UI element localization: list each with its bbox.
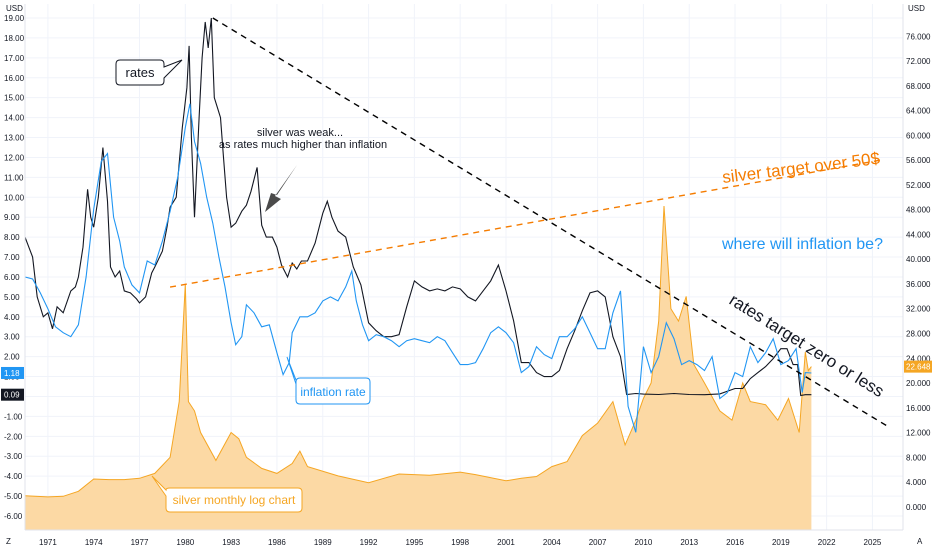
x-tick-label: 1983: [222, 538, 240, 547]
left-axis-badge-label: 0.09: [4, 391, 20, 400]
inflation-label: inflation rate: [300, 385, 366, 399]
left-tick-label: 15.00: [4, 94, 25, 103]
left-axis-badge: [1, 388, 24, 401]
right-tick-label: 48.000: [906, 206, 931, 215]
right-tick-label: 64.000: [906, 107, 931, 116]
right-tick-label: 76.000: [906, 32, 931, 41]
silver-callout: silver monthly log chart: [151, 475, 303, 513]
left-axis-currency: USD: [6, 4, 23, 13]
right-axis-badge: [904, 360, 932, 373]
x-tick-label: 1986: [268, 538, 286, 547]
right-tick-label: 0.000: [906, 503, 927, 512]
left-tick-label: 8.00: [4, 233, 20, 242]
left-tick-label: 5.00: [4, 293, 20, 302]
left-tick-label: 10.00: [4, 193, 25, 202]
x-tick-label: 1977: [131, 538, 149, 547]
rates-callout: rates: [115, 59, 183, 86]
left-tick-label: 6.00: [4, 273, 20, 282]
x-tick-label: 2010: [635, 538, 653, 547]
x-tick-label: 1980: [176, 538, 194, 547]
right-tick-label: 8.000: [906, 453, 927, 462]
left-tick-label: 3.00: [4, 333, 20, 342]
left-axis-badge: [1, 366, 24, 379]
right-axis-badge-label: 22.648: [906, 363, 931, 372]
x-tick-label: 1998: [451, 538, 469, 547]
silver-series: [24, 205, 812, 530]
x-tick-label: 2007: [589, 538, 607, 547]
x-tick-label: 1971: [39, 538, 57, 547]
left-tick-label: -3.00: [4, 452, 23, 461]
right-tick-label: 72.000: [906, 57, 931, 66]
x-tick-label: 1989: [314, 538, 332, 547]
inflation-rate-line: [24, 103, 812, 433]
silver-label: silver monthly log chart: [173, 493, 296, 507]
right-corner-label: A: [917, 537, 923, 546]
line-series: [24, 17, 812, 433]
x-tick-label: 2016: [726, 538, 744, 547]
x-tick-label: 2019: [772, 538, 790, 547]
x-tick-label: 2022: [818, 538, 836, 547]
x-tick-label: 2004: [543, 538, 561, 547]
right-tick-label: 56.000: [906, 156, 931, 165]
left-tick-label: -2.00: [4, 432, 23, 441]
x-tick-label: 1974: [85, 538, 103, 547]
right-tick-label: 20.000: [906, 379, 931, 388]
inflation-callout: inflation rate: [286, 356, 371, 405]
x-tick-label: 2001: [497, 538, 515, 547]
left-tick-label: 14.00: [4, 114, 25, 123]
right-tick-label: 24.000: [906, 354, 931, 363]
right-tick-label: 12.000: [906, 429, 931, 438]
left-tick-label: -1.00: [4, 412, 23, 421]
left-tick-label: -5.00: [4, 492, 23, 501]
rates-line: [24, 17, 812, 397]
right-tick-label: 4.000: [906, 478, 927, 487]
weak-note-line1: silver was weak...: [257, 127, 343, 139]
left-tick-label: 9.00: [4, 213, 20, 222]
silver-line: [24, 205, 812, 498]
x-tick-label: 2025: [864, 538, 882, 547]
left-tick-label: 16.00: [4, 74, 25, 83]
left-tick-label: 12.00: [4, 153, 25, 162]
x-tick-label: 1992: [360, 538, 378, 547]
rates-label: rates: [126, 65, 155, 80]
left-tick-label: 18.00: [4, 34, 25, 43]
left-tick-label: 7.00: [4, 253, 20, 262]
x-tick-label: 2013: [680, 538, 698, 547]
right-tick-label: 44.000: [906, 230, 931, 239]
axis-badges: 1.18 0.09 22.648: [1, 360, 932, 401]
left-tick-label: 11.00: [4, 173, 24, 182]
right-tick-label: 32.000: [906, 305, 931, 314]
right-tick-label: 68.000: [906, 82, 931, 91]
right-tick-label: 52.000: [906, 181, 931, 190]
where-inflation-note: where will inflation be?: [721, 236, 883, 253]
left-tick-label: -6.00: [4, 512, 23, 521]
right-tick-label: 60.000: [906, 131, 931, 140]
rates-trend-line: [212, 17, 889, 427]
left-tick-label: 2.00: [4, 353, 20, 362]
silver-area: [25, 206, 812, 530]
x-tick-label: 1995: [405, 538, 423, 547]
silver-target-note: silver target over 50$: [721, 149, 881, 187]
left-tick-label: 17.00: [4, 54, 25, 63]
weak-note-line2: as rates much higher than inflation: [219, 139, 387, 151]
left-tick-label: -4.00: [4, 472, 23, 481]
arrow-icon: [265, 165, 297, 212]
right-axis-currency: USD: [908, 4, 925, 13]
left-corner-label: Z: [6, 537, 11, 546]
left-tick-label: 13.00: [4, 134, 25, 143]
right-tick-label: 16.000: [906, 404, 931, 413]
left-tick-label: 4.00: [4, 313, 20, 322]
left-tick-label: 19.00: [4, 14, 25, 23]
left-axis-badge-label: 1.18: [4, 369, 20, 378]
right-tick-label: 40.000: [906, 255, 931, 264]
axes: 19.00 18.00 17.00 16.00 15.00 14.00 13.00 12.00…: [4, 4, 931, 547]
right-tick-label: 28.000: [906, 329, 931, 338]
right-tick-label: 36.000: [906, 280, 931, 289]
